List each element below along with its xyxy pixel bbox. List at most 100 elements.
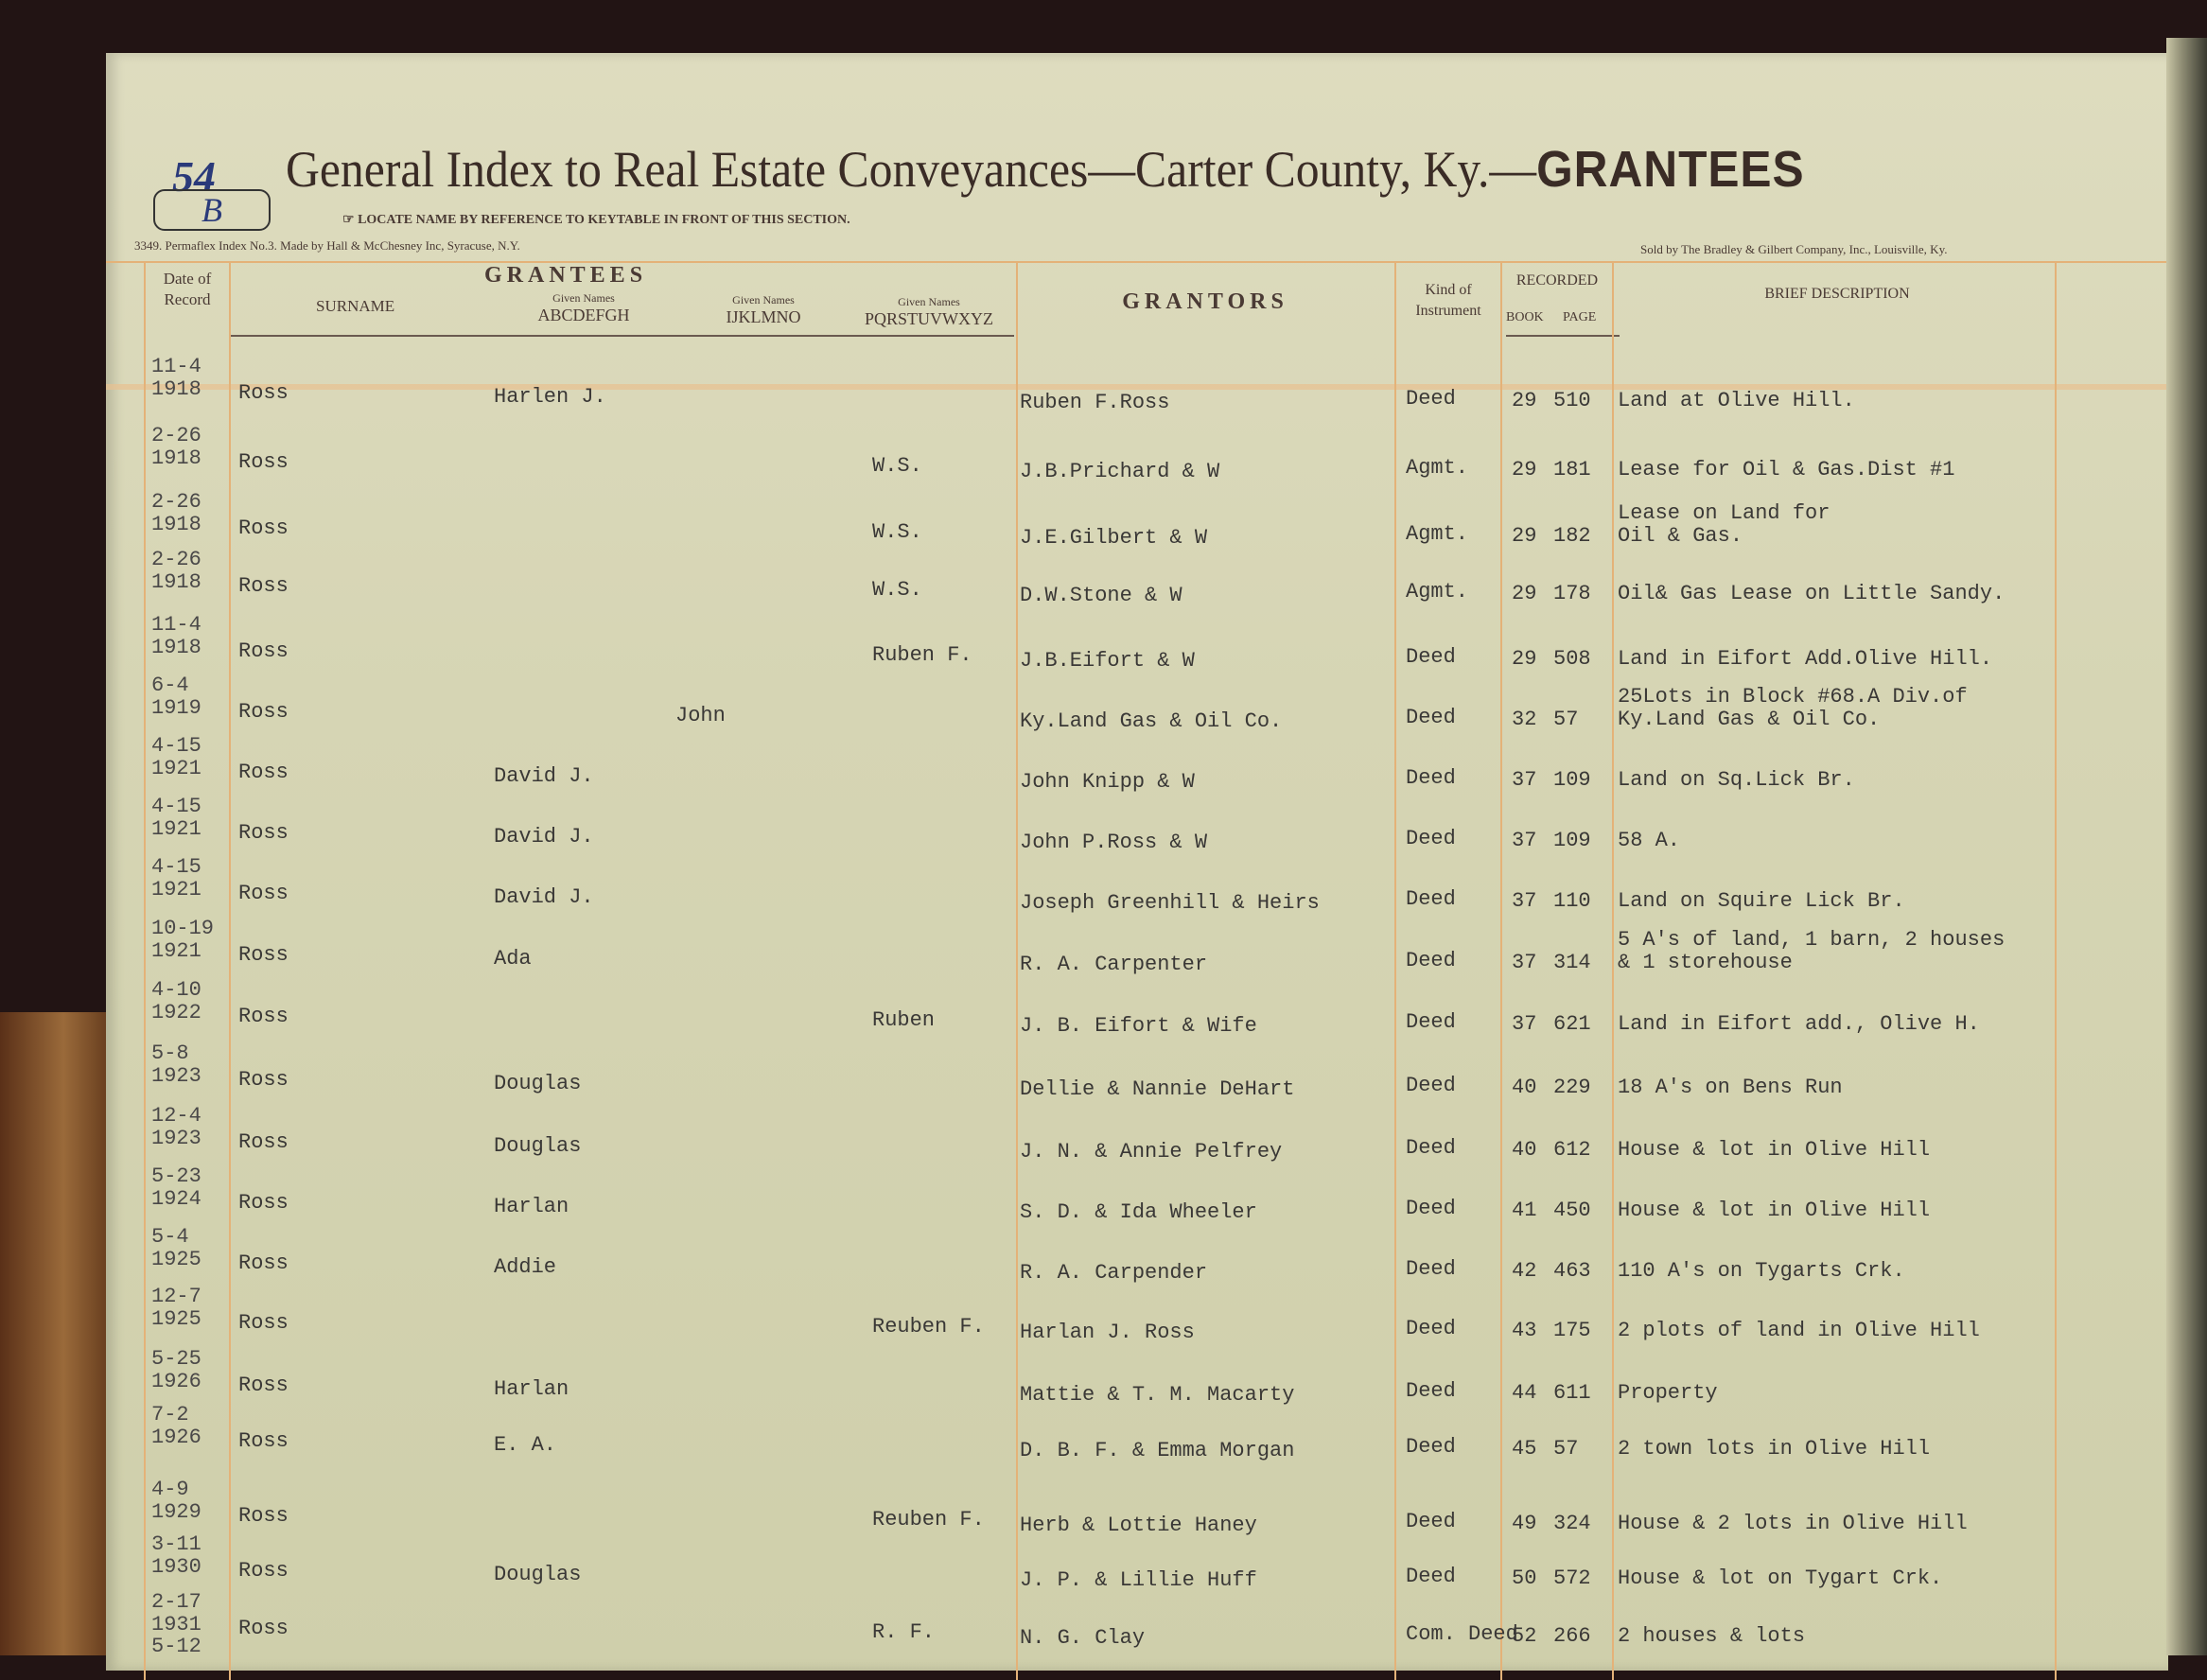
brief-description: Land on Sq.Lick Br.	[1618, 768, 1855, 792]
record-page: 324	[1553, 1512, 1591, 1535]
brief-description: House & 2 lots in Olive Hill	[1618, 1512, 1968, 1535]
header-top-rule	[106, 261, 2168, 263]
instrument-kind: Deed	[1406, 1510, 1456, 1533]
brief-description: & 1 storehouse	[1618, 951, 1793, 974]
record-date: 6-4	[151, 674, 189, 697]
grantor: Harlan J. Ross	[1020, 1321, 1195, 1344]
record-date: 5-23	[151, 1164, 201, 1188]
column-rule	[1016, 261, 1018, 1680]
grantor: Dellie & Nannie DeHart	[1020, 1077, 1295, 1101]
instrument-kind: Deed	[1406, 887, 1456, 911]
record-date: 11-4	[151, 613, 201, 637]
grantees-header: GRANTEES	[484, 263, 648, 288]
record-page: 109	[1553, 829, 1591, 852]
page-letter: B	[153, 189, 271, 231]
given-name: Ruben	[872, 1008, 936, 1032]
record-book: 29	[1512, 389, 1537, 412]
record-date: 11-4	[151, 355, 201, 378]
record-year: 1921	[151, 939, 201, 963]
given-name: Douglas	[494, 1563, 582, 1586]
brief-description: Ky.Land Gas & Oil Co.	[1618, 708, 1881, 731]
locate-note-text: LOCATE NAME BY REFERENCE TO KEYTABLE IN …	[358, 213, 850, 227]
given-name: Harlen J.	[494, 385, 606, 409]
given-name: E. A.	[494, 1433, 557, 1457]
grantor: John P.Ross & W	[1020, 831, 1208, 854]
given-name: Harlan	[494, 1195, 569, 1218]
desk-surface	[0, 1012, 106, 1655]
record-page: 57	[1553, 708, 1579, 731]
surname: Ross	[238, 943, 289, 967]
instrument-kind: Deed	[1406, 766, 1456, 790]
grantor: John Knipp & W	[1020, 770, 1195, 794]
record-date: 12-4	[151, 1104, 201, 1128]
instrument-kind: Agmt.	[1406, 580, 1469, 604]
instrument-kind: Deed	[1406, 1565, 1456, 1588]
column-rule	[1612, 261, 1614, 1680]
instrument-kind: Deed	[1406, 1435, 1456, 1459]
brief-description: Oil& Gas Lease on Little Sandy.	[1618, 582, 2006, 605]
record-year: 1921	[151, 817, 201, 841]
record-book: 37	[1512, 889, 1537, 913]
record-book: 37	[1512, 829, 1537, 852]
instrument-kind: Agmt.	[1406, 522, 1469, 546]
grantor: R. A. Carpenter	[1020, 953, 1208, 976]
instrument-kind: Agmt.	[1406, 456, 1469, 480]
column-rule	[2055, 261, 2057, 1680]
instrument-kind: Deed	[1406, 827, 1456, 850]
record-year: 1930	[151, 1555, 201, 1579]
grantor: S. D. & Ida Wheeler	[1020, 1200, 1257, 1224]
date-header: Date of Record	[163, 270, 212, 308]
surname: Ross	[238, 381, 289, 405]
surname: Ross	[238, 1559, 289, 1583]
record-date: 7-2	[151, 1403, 189, 1426]
given-name: Douglas	[494, 1072, 582, 1095]
brief-description: 2 plots of land in Olive Hill	[1618, 1319, 1980, 1342]
record-date: 4-9	[151, 1478, 189, 1501]
surname: Ross	[238, 761, 289, 784]
given-name: David J.	[494, 885, 594, 909]
record-page: 178	[1553, 582, 1591, 605]
surname: Ross	[238, 1191, 289, 1215]
instrument-kind: Deed	[1406, 1257, 1456, 1281]
pointing-hand-icon: ☞	[342, 213, 359, 227]
record-book: 42	[1512, 1259, 1537, 1283]
record-date: 2-26	[151, 490, 201, 514]
instrument-kind: Com. Deed	[1406, 1622, 1518, 1646]
given-name: Reuben F.	[872, 1315, 985, 1339]
record-book: 40	[1512, 1076, 1537, 1099]
recorded-rule	[1506, 335, 1620, 337]
record-date: 10-19	[151, 917, 215, 940]
brief-description: 2 houses & lots	[1618, 1624, 1806, 1648]
record-year: 1923	[151, 1127, 201, 1150]
record-date: 4-15	[151, 795, 201, 818]
given-ah-header: Given Names ABCDEFGH	[513, 291, 655, 325]
surname: Ross	[238, 1504, 289, 1528]
record-book: 44	[1512, 1381, 1537, 1405]
record-year: 1925	[151, 1307, 201, 1331]
brief-description: 25Lots in Block #68.A Div.of	[1618, 685, 1968, 709]
given-pz-letters: PQRSTUVWXYZ	[864, 309, 993, 328]
given-io-letters: IJKLMNO	[726, 307, 801, 326]
page-number: 54	[172, 152, 216, 201]
brief-description: Lease for Oil & Gas.Dist #1	[1618, 458, 1955, 481]
record-book: 37	[1512, 951, 1537, 974]
surname: Ross	[238, 1311, 289, 1335]
instrument-kind: Deed	[1406, 645, 1456, 669]
record-book: 29	[1512, 524, 1537, 548]
given-label: Given Names	[898, 295, 960, 308]
title-grantees: GRANTEES	[1536, 141, 1805, 198]
record-page: 510	[1553, 389, 1591, 412]
given-ah-letters: ABCDEFGH	[537, 306, 630, 324]
grantor: Mattie & T. M. Macarty	[1020, 1383, 1295, 1407]
record-year: 1923	[151, 1064, 201, 1088]
record-page: 109	[1553, 768, 1591, 792]
description-header: BRIEF DESCRIPTION	[1764, 286, 1910, 302]
grantor: D.W.Stone & W	[1020, 584, 1182, 607]
book-header: BOOK	[1506, 310, 1544, 324]
record-date: 4-15	[151, 855, 201, 879]
record-book: 37	[1512, 768, 1537, 792]
surname: Ross	[238, 1429, 289, 1453]
given-name: W.S.	[872, 520, 922, 544]
grantor: J. B. Eifort & Wife	[1020, 1014, 1257, 1038]
surname: Ross	[238, 1374, 289, 1397]
